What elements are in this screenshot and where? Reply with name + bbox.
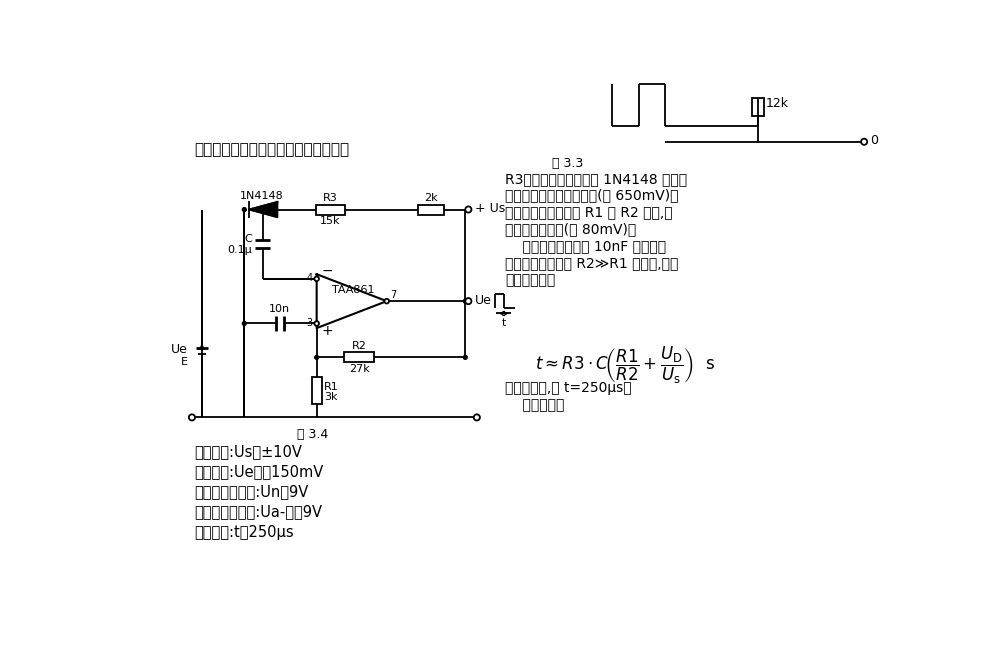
- Circle shape: [314, 355, 318, 359]
- Text: 1N4148: 1N4148: [240, 190, 284, 200]
- Text: t: t: [502, 318, 506, 328]
- Text: 2k: 2k: [424, 193, 437, 203]
- Text: 7: 7: [390, 290, 396, 300]
- Text: 3: 3: [307, 318, 312, 328]
- Circle shape: [463, 299, 467, 303]
- Text: 0: 0: [870, 134, 878, 148]
- Text: R1: R1: [324, 381, 338, 391]
- Text: 如图中参数,则 t=250μs。: 如图中参数,则 t=250μs。: [505, 381, 632, 395]
- Text: 10n: 10n: [269, 304, 291, 314]
- Bar: [418, 204, 443, 214]
- Text: 3k: 3k: [324, 392, 337, 402]
- Circle shape: [242, 208, 246, 212]
- Circle shape: [465, 298, 471, 304]
- Text: Ue: Ue: [172, 343, 188, 356]
- Text: 同相输入端接在电阻 R1 和 R2 之间,有: 同相输入端接在电阻 R1 和 R2 之间,有: [505, 206, 673, 220]
- Text: TAA861: TAA861: [332, 285, 375, 295]
- Text: 稳态时输出电压:Un＝9V: 稳态时输出电压:Un＝9V: [194, 484, 309, 500]
- Circle shape: [385, 299, 389, 303]
- Circle shape: [861, 139, 867, 145]
- Circle shape: [463, 355, 467, 359]
- Bar: [311, 377, 321, 404]
- Text: 电源电压:Us＝±10V: 电源电压:Us＝±10V: [194, 445, 303, 460]
- Text: C: C: [244, 234, 252, 244]
- Text: 0.1μ: 0.1μ: [227, 244, 252, 255]
- Text: E: E: [182, 357, 188, 367]
- Text: 时间即脉宽为: 时间即脉宽为: [505, 273, 556, 287]
- Text: −: −: [321, 264, 333, 278]
- Text: 15k: 15k: [320, 216, 341, 226]
- Text: 12k: 12k: [766, 97, 789, 110]
- Text: 延迟时间:t＝250μs: 延迟时间:t＝250μs: [194, 524, 294, 540]
- Text: 二极管正向压降的数值上(约 650mV)。: 二极管正向压降的数值上(约 650mV)。: [505, 188, 679, 202]
- Text: 图 3.4: 图 3.4: [298, 428, 328, 441]
- Bar: [752, 98, 764, 116]
- Polygon shape: [249, 202, 278, 217]
- Text: 图 3.3: 图 3.3: [553, 157, 583, 170]
- Text: R3: R3: [323, 193, 338, 203]
- Text: 输入信号的下沿经 10nF 电容送入: 输入信号的下沿经 10nF 电容送入: [505, 240, 667, 253]
- Bar: [344, 352, 374, 362]
- Circle shape: [314, 277, 319, 281]
- Text: +: +: [321, 324, 333, 338]
- Text: 翻转电压:Ue＝－150mV: 翻转电压:Ue＝－150mV: [194, 464, 323, 480]
- Text: 4: 4: [307, 273, 312, 283]
- Circle shape: [465, 206, 471, 212]
- Text: R3反馈电阻并由二极管 1N4148 钳位在: R3反馈电阻并由二极管 1N4148 钳位在: [505, 172, 687, 186]
- Circle shape: [242, 321, 246, 325]
- Text: 技术参数：: 技术参数：: [505, 398, 564, 412]
- Text: R2: R2: [351, 341, 366, 351]
- Text: Ue: Ue: [474, 294, 491, 307]
- Text: 稳态时单稳输出高电平。反相输入端接: 稳态时单稳输出高电平。反相输入端接: [194, 142, 349, 157]
- Text: 使放大器翻转。在 R2≫R1 条件下,延迟: 使放大器翻转。在 R2≫R1 条件下,延迟: [505, 257, 679, 271]
- Bar: [315, 204, 345, 214]
- Text: $t\approx R3\cdot C\!\left(\dfrac{R1}{R2}+\dfrac{U_{\rm D}}{U_{\rm s}}\right)\ \: $t\approx R3\cdot C\!\left(\dfrac{R1}{R2…: [535, 345, 715, 385]
- Text: 27k: 27k: [348, 364, 369, 374]
- Text: + Us: + Us: [474, 202, 505, 215]
- Text: 翻转时输出电压:Ua-＝－9V: 翻转时输出电压:Ua-＝－9V: [194, 504, 322, 520]
- Text: 很小的正电压值(约 80mV)。: 很小的正电压值(约 80mV)。: [505, 222, 637, 236]
- Circle shape: [314, 321, 319, 326]
- Circle shape: [188, 414, 195, 420]
- Circle shape: [474, 414, 480, 420]
